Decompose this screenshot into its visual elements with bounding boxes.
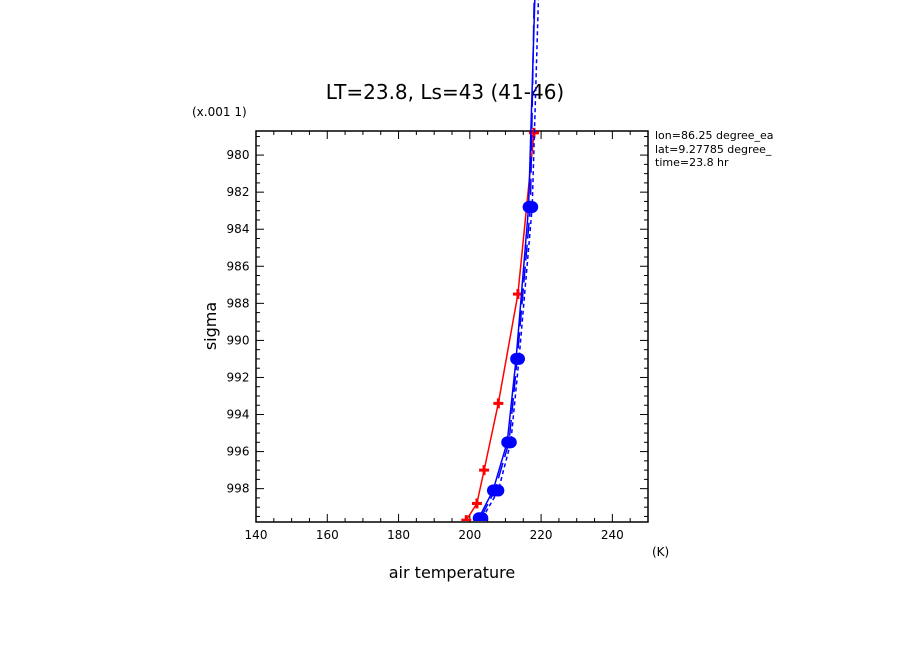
x-tick-label: 220 (530, 528, 553, 542)
info-box: lon=86.25 degree_ea lat=9.27785 degree_ … (655, 129, 774, 169)
y-tick-label: 996 (227, 445, 250, 459)
y-tick-label: 986 (227, 259, 250, 273)
info-line-time: time=23.8 hr (655, 156, 729, 169)
data-point (471, 498, 482, 509)
x-tick-label: 200 (458, 528, 481, 542)
series-line (465, 132, 535, 521)
x-axis-label: air temperature (389, 563, 515, 582)
series-line (481, 0, 540, 519)
x-axis-ticks (255, 131, 649, 522)
plot-frame (255, 130, 649, 523)
x-axis-tick-labels: 140 160 180 200 220 240 (245, 528, 624, 542)
data-point (512, 352, 525, 365)
x-tick-label: 180 (387, 528, 410, 542)
y-tick-label: 988 (227, 296, 250, 310)
info-line-lat: lat=9.27785 degree_ (655, 143, 772, 156)
y-tick-label: 982 (227, 185, 250, 199)
y-axis-tick-labels: 980 982 984 986 988 990 992 994 996 998 (227, 148, 250, 496)
data-point (504, 436, 517, 449)
info-line-lon: lon=86.25 degree_ea (655, 129, 774, 142)
x-tick-label: 240 (601, 528, 624, 542)
y-tick-label: 984 (227, 222, 250, 236)
x-tick-label: 160 (316, 528, 339, 542)
x-axis-unit: (K) (652, 545, 669, 559)
series-3 (476, 0, 540, 521)
y-axis-ticks (256, 136, 648, 517)
x-tick-label: 140 (245, 528, 268, 542)
data-point (461, 515, 472, 521)
chart-title: LT=23.8, Ls=43 (41-46) (326, 80, 564, 104)
y-tick-label: 980 (227, 148, 250, 162)
series-layer (461, 0, 540, 521)
y-tick-label: 994 (227, 408, 250, 422)
data-point (476, 512, 489, 521)
data-point (526, 200, 539, 213)
y-tick-label: 998 (227, 482, 250, 496)
y-axis-label: sigma (201, 302, 220, 350)
data-point (492, 484, 505, 497)
y-tick-label: 992 (227, 370, 250, 384)
y-scale-note: (x.001 1) (192, 105, 247, 119)
data-point (493, 398, 504, 409)
y-tick-label: 990 (227, 333, 250, 347)
data-point (479, 465, 490, 476)
